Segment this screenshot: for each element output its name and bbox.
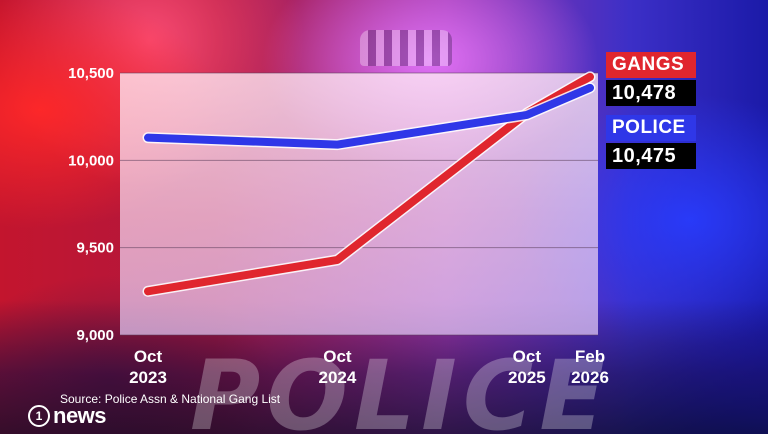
x-tick-label-month-1: Oct [323,347,352,366]
y-tick-label-2: 9,500 [76,240,114,257]
x-tick-label-month-3: Feb [575,347,605,366]
x-tick-label-year-2: 2025 [508,368,546,387]
x-tick-label-year-0: 2023 [129,368,167,387]
legend-police-value: 10,475 [606,143,696,169]
background-police-hat [360,30,452,66]
series-line-gangs [144,72,594,296]
background-police-lettering: POLICE [190,340,611,434]
x-tick-label-month-2: Oct [513,347,542,366]
y-tick-label-0: 10,500 [68,65,114,82]
1news-logo: 1 news [28,403,107,428]
legend-gangs-label: GANGS [606,52,696,78]
x-tick-label-month-0: Oct [134,347,163,366]
y-tick-label-1: 10,000 [68,152,114,169]
legend-gangs-value: 10,478 [606,80,696,106]
source-credit: Source: Police Assn & National Gang List [60,392,281,406]
series-line-police [144,83,594,149]
logo-wordmark: news [53,403,107,428]
x-tick-label-year-3: 2026 [571,368,609,387]
logo-number-badge: 1 [28,405,50,427]
y-tick-label-3: 9,000 [76,327,114,344]
x-tick-label-year-1: 2024 [319,368,357,387]
legend-police-label: POLICE [606,115,696,141]
series-outline-gangs [142,71,596,297]
